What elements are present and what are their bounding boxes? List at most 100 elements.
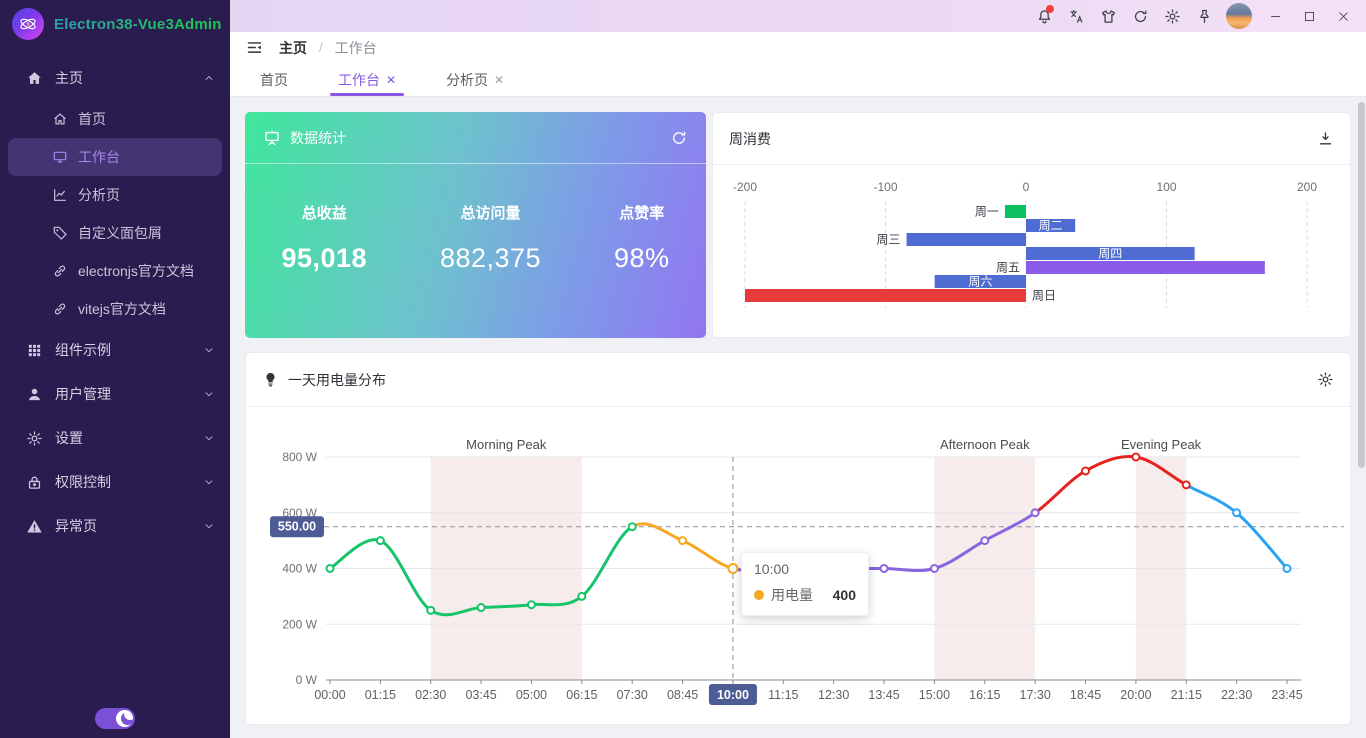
svg-text:Morning Peak: Morning Peak bbox=[466, 437, 547, 452]
sidebar-item-3[interactable]: 设置 bbox=[0, 416, 230, 460]
sidebar-menu: 主页 首页 工作台 分析页自定义面包屑 electronjs官方文档 vitejs官方文档… bbox=[0, 56, 230, 548]
refresh-icon[interactable] bbox=[670, 129, 688, 147]
svg-text:18:45: 18:45 bbox=[1070, 688, 1101, 702]
notification-badge bbox=[1046, 5, 1054, 13]
tab-label: 分析页 bbox=[446, 71, 489, 88]
stat-label: 总访问量 bbox=[460, 205, 521, 222]
sidebar-item-5[interactable]: 异常页 bbox=[0, 504, 230, 548]
stats-values: 总收益 95,018 总访问量 882,375 点赞率 98% bbox=[245, 164, 706, 274]
tab-1[interactable]: 工作台 ✕ bbox=[324, 63, 410, 96]
breadcrumb-separator: / bbox=[319, 40, 323, 55]
page-scrollbar[interactable] bbox=[1358, 102, 1365, 468]
sidebar-item-2[interactable]: 用户管理 bbox=[0, 372, 230, 416]
sidebar-subitem-1[interactable]: 工作台 bbox=[8, 138, 222, 176]
close-tab-icon[interactable]: ✕ bbox=[494, 72, 505, 87]
sidebar-subitem-4[interactable]: electronjs官方文档 bbox=[8, 252, 222, 290]
gear-icon[interactable] bbox=[1317, 371, 1334, 388]
sidebar-item-label: 用户管理 bbox=[55, 386, 111, 402]
minimize-button[interactable] bbox=[1258, 0, 1292, 32]
sidebar-subitem-0[interactable]: 首页 bbox=[8, 100, 222, 138]
close-tab-icon[interactable]: ✕ bbox=[386, 72, 397, 87]
stats-card: 数据统计 总收益 95,018 总访问量 882,375 点赞率 98% bbox=[245, 112, 706, 338]
svg-text:周日: 周日 bbox=[1032, 289, 1056, 303]
bar-chart-title: 周消费 bbox=[729, 130, 771, 147]
home-outline-icon bbox=[52, 111, 68, 127]
gear-icon bbox=[26, 430, 43, 447]
sidebar-item-label: 设置 bbox=[55, 430, 83, 446]
dark-mode-toggle[interactable] bbox=[95, 708, 135, 729]
sidebar-item-label: 异常页 bbox=[55, 518, 97, 534]
svg-text:周四: 周四 bbox=[1098, 247, 1122, 261]
daily-power-line-chart[interactable]: Morning Peak Afternoon Peak Evening Peak 0 … bbox=[246, 407, 1350, 724]
sidebar-item-1[interactable]: 组件示例 bbox=[0, 328, 230, 372]
sidebar-item-4[interactable]: 权限控制 bbox=[0, 460, 230, 504]
svg-text:200 W: 200 W bbox=[282, 617, 317, 631]
sidebar-item-0[interactable]: 主页 bbox=[0, 56, 230, 100]
svg-text:0: 0 bbox=[1023, 180, 1030, 194]
chevron-down-icon bbox=[202, 431, 216, 445]
chevron-down-icon bbox=[202, 475, 216, 489]
svg-text:20:00: 20:00 bbox=[1120, 688, 1151, 702]
settings-icon[interactable] bbox=[1156, 0, 1188, 32]
app-logo: Electron38-Vue3Admin bbox=[0, 0, 230, 48]
moon-icon bbox=[116, 710, 133, 727]
svg-text:100: 100 bbox=[1156, 180, 1176, 194]
link-icon bbox=[52, 301, 68, 317]
tab-label: 工作台 bbox=[338, 71, 380, 88]
pin-icon[interactable] bbox=[1188, 0, 1220, 32]
sidebar-subitem-label: electronjs官方文档 bbox=[78, 263, 194, 279]
user-avatar[interactable] bbox=[1226, 3, 1252, 29]
weekly-consumption-card: 周消费 -200 -100 0 100 200 周一 周二 周三 周四 周五 周六 周日 bbox=[712, 112, 1351, 338]
breadcrumb-home[interactable]: 主页 bbox=[279, 39, 307, 56]
stat-item: 点赞率 98% bbox=[614, 202, 670, 274]
maximize-button[interactable] bbox=[1292, 0, 1326, 32]
theme-skin-icon[interactable] bbox=[1092, 0, 1124, 32]
sidebar-subitem-label: 自定义面包屑 bbox=[78, 225, 162, 241]
svg-text:周二: 周二 bbox=[1039, 219, 1063, 233]
svg-text:07:30: 07:30 bbox=[617, 688, 648, 702]
bell-icon[interactable] bbox=[1028, 0, 1060, 32]
sidebar-collapse-icon[interactable] bbox=[246, 39, 263, 56]
svg-text:21:15: 21:15 bbox=[1171, 688, 1202, 702]
tab-2[interactable]: 分析页 ✕ bbox=[432, 63, 518, 96]
presentation-board-icon bbox=[263, 129, 281, 147]
sidebar-subitem-5[interactable]: vitejs官方文档 bbox=[8, 290, 222, 328]
sidebar-subitem-label: vitejs官方文档 bbox=[78, 301, 166, 317]
svg-text:800 W: 800 W bbox=[282, 450, 317, 464]
home-icon bbox=[26, 70, 43, 87]
atom-logo-icon bbox=[12, 8, 44, 40]
stat-value: 95,018 bbox=[281, 243, 368, 273]
refresh-icon[interactable] bbox=[1124, 0, 1156, 32]
monitor-icon bbox=[52, 149, 68, 165]
sidebar-item-label: 组件示例 bbox=[55, 342, 111, 358]
chevron-down-icon bbox=[202, 387, 216, 401]
stats-card-title: 数据统计 bbox=[290, 129, 346, 146]
svg-text:周五: 周五 bbox=[996, 261, 1020, 275]
chevron-down-icon bbox=[202, 343, 216, 357]
download-icon[interactable] bbox=[1317, 130, 1334, 147]
language-icon[interactable] bbox=[1060, 0, 1092, 32]
grid-icon bbox=[26, 342, 43, 359]
svg-text:周三: 周三 bbox=[877, 233, 901, 247]
svg-text:Afternoon Peak: Afternoon Peak bbox=[940, 437, 1030, 452]
svg-text:15:00: 15:00 bbox=[919, 688, 950, 702]
sidebar-subitem-2[interactable]: 分析页 bbox=[8, 176, 222, 214]
page-tabs: 首页 工作台 ✕ 分析页 ✕ bbox=[230, 63, 1366, 97]
window-titlebar bbox=[230, 0, 1366, 32]
breadcrumb-current: 工作台 bbox=[334, 39, 377, 56]
user-icon bbox=[26, 386, 43, 403]
svg-text:-200: -200 bbox=[733, 180, 757, 194]
tab-0[interactable]: 首页 bbox=[246, 63, 302, 96]
series-dot-icon bbox=[754, 590, 764, 600]
svg-text:550.00: 550.00 bbox=[278, 520, 316, 534]
close-button[interactable] bbox=[1326, 0, 1360, 32]
svg-text:08:45: 08:45 bbox=[667, 688, 698, 702]
app-title: Electron38-Vue3Admin bbox=[54, 15, 222, 33]
svg-text:200: 200 bbox=[1297, 180, 1317, 194]
sidebar-subitem-3[interactable]: 自定义面包屑 bbox=[8, 214, 222, 252]
link-icon bbox=[52, 263, 68, 279]
stat-value: 882,375 bbox=[439, 243, 542, 273]
svg-text:17:30: 17:30 bbox=[1020, 688, 1051, 702]
